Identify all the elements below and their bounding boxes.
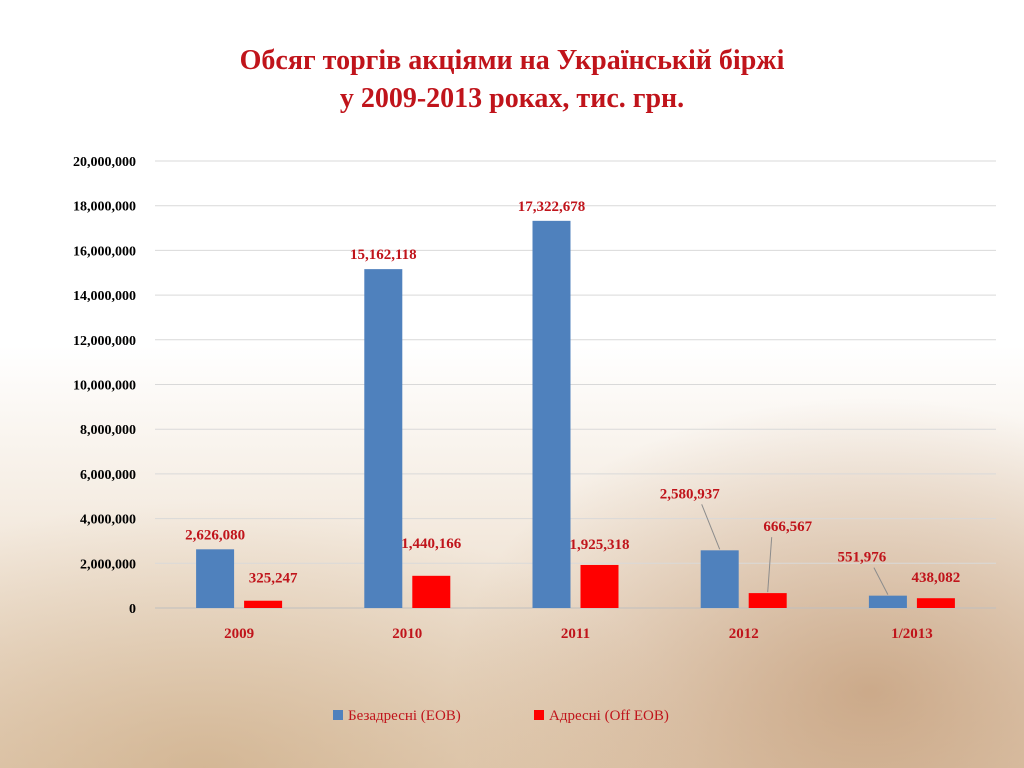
bar-off-eob (748, 593, 787, 608)
bar-off-eob (580, 564, 619, 608)
bar-eob (196, 549, 235, 608)
legend-label: Адресні (Off EOB) (549, 708, 669, 724)
leader-line (767, 537, 773, 593)
y-tick-label: 2,000,000 (80, 557, 136, 572)
x-tick-label: 2012 (729, 626, 759, 642)
data-label: 1,925,318 (570, 537, 630, 553)
legend: Безадресні (EOB) Адресні (Off EOB) (333, 708, 669, 724)
y-axis: 0 2,000,000 4,000,000 6,000,000 8,000,000 10,… (73, 155, 136, 617)
y-tick-label: 18,000,000 (73, 200, 136, 215)
x-tick-label: 2011 (561, 626, 590, 642)
leader-line (701, 504, 721, 550)
chart-title: Обсяг торгів акціями на Українській бірж… (0, 42, 1024, 118)
bar-off-eob (916, 598, 955, 608)
leader-line (873, 567, 889, 595)
data-label: 1,440,166 (401, 536, 462, 552)
bar-eob (364, 269, 403, 608)
y-tick-label: 14,000,000 (73, 289, 136, 304)
y-tick-label: 4,000,000 (80, 513, 136, 528)
y-tick-label: 20,000,000 (73, 155, 136, 170)
data-label: 2,580,937 (660, 486, 721, 502)
data-label: 666,567 (763, 519, 812, 535)
y-tick-label: 8,000,000 (80, 423, 136, 438)
y-tick-label: 16,000,000 (73, 244, 136, 259)
y-tick-label: 0 (129, 602, 136, 617)
legend-swatch (333, 710, 343, 720)
data-label: 2,626,080 (185, 527, 245, 543)
y-tick-label: 12,000,000 (73, 334, 136, 349)
leader-lines (701, 504, 889, 595)
x-axis: 2009 2010 2011 2012 1/2013 (224, 626, 933, 642)
data-label: 17,322,678 (518, 199, 586, 215)
bars (196, 220, 955, 609)
y-tick-label: 6,000,000 (80, 468, 136, 483)
bar-eob (868, 595, 907, 608)
legend-label: Безадресні (EOB) (348, 708, 461, 724)
bar-off-eob (412, 575, 451, 608)
bar-off-eob (244, 600, 283, 608)
data-label: 551,976 (838, 550, 887, 566)
y-tick-label: 10,000,000 (73, 379, 136, 394)
x-tick-label: 1/2013 (891, 626, 933, 642)
bar-eob (532, 220, 571, 609)
data-label: 438,082 (912, 570, 961, 586)
bar-eob (700, 550, 739, 608)
data-label: 325,247 (249, 571, 298, 587)
chart-title-line-2: у 2009-2013 роках, тис. грн. (339, 83, 685, 114)
chart-title-line-1: Обсяг торгів акціями на Українській бірж… (239, 45, 785, 76)
x-tick-label: 2009 (224, 626, 254, 642)
data-label: 15,162,118 (350, 247, 417, 263)
data-labels: 2,626,080 325,247 15,162,118 1,440,166 17,32… (185, 199, 960, 587)
gridlines (155, 160, 996, 609)
x-tick-label: 2010 (392, 626, 422, 642)
legend-swatch (534, 710, 544, 720)
